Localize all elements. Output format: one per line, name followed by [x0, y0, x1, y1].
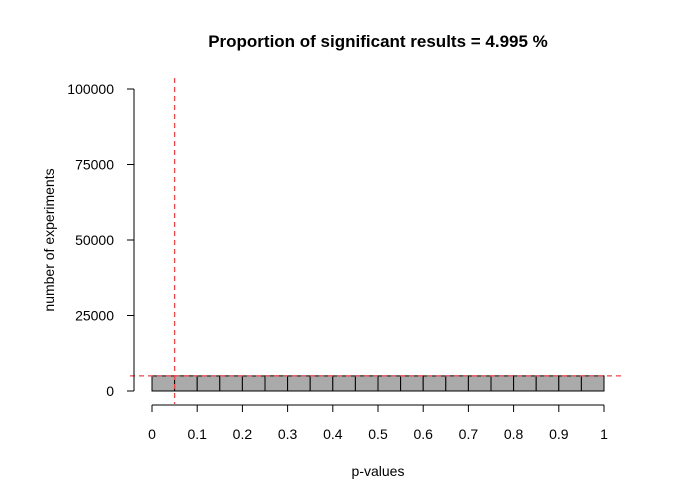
x-axis: 0 0.1 0.2 0.3 0.4 0.5 0.6 0.7 0.8 0.9 1	[148, 404, 608, 442]
histogram-bar-15	[490, 375, 515, 392]
histogram-bar-6	[287, 375, 311, 392]
y-axis-label: number of experiments	[41, 168, 57, 311]
histogram-bar-8	[332, 375, 356, 392]
histogram-bar-18	[558, 375, 582, 392]
histogram-bar-16	[513, 375, 537, 392]
x-tick-label: 0.3	[278, 426, 298, 442]
y-tick-label: 25000	[75, 308, 114, 324]
x-tick-label: 0.4	[323, 426, 343, 442]
y-tick-label: 75000	[75, 157, 114, 173]
histogram-bar-14	[467, 375, 492, 392]
histogram-bar-19	[580, 375, 605, 392]
histogram-bar-10	[377, 375, 402, 392]
histogram-bar-11	[400, 375, 424, 392]
histogram-bar-17	[535, 375, 560, 392]
x-tick-label: 0	[148, 426, 156, 442]
histogram-bar-0	[151, 375, 176, 392]
x-tick-label: 0.5	[368, 426, 388, 442]
chart-title: Proportion of significant results = 4.99…	[208, 32, 548, 51]
y-tick-label: 100000	[67, 81, 114, 97]
bars-group	[151, 375, 605, 392]
histogram-bar-3	[219, 375, 243, 392]
x-tick-label: 0.2	[233, 426, 253, 442]
x-tick-label: 0.6	[413, 426, 433, 442]
histogram-bar-1	[174, 375, 198, 392]
histogram-bar-13	[445, 375, 469, 392]
x-tick-label: 0.8	[504, 426, 524, 442]
x-tick-label: 0.7	[459, 426, 479, 442]
histogram-bar-9	[354, 375, 379, 392]
histogram-bar-7	[309, 375, 334, 392]
y-axis: 0 25000 50000 75000 100000	[67, 81, 135, 399]
histogram-bar-4	[241, 375, 266, 392]
x-tick-label: 1	[600, 426, 608, 442]
y-tick-label: 50000	[75, 232, 114, 248]
histogram-bar-5	[264, 375, 289, 392]
reference-lines-group	[130, 78, 624, 404]
y-tick-label: 0	[106, 383, 114, 399]
x-tick-label: 0.9	[549, 426, 569, 442]
x-axis-label: p-values	[352, 463, 405, 479]
histogram-bar-12	[422, 375, 447, 392]
histogram-bar-2	[196, 375, 221, 392]
x-tick-label: 0.1	[187, 426, 207, 442]
